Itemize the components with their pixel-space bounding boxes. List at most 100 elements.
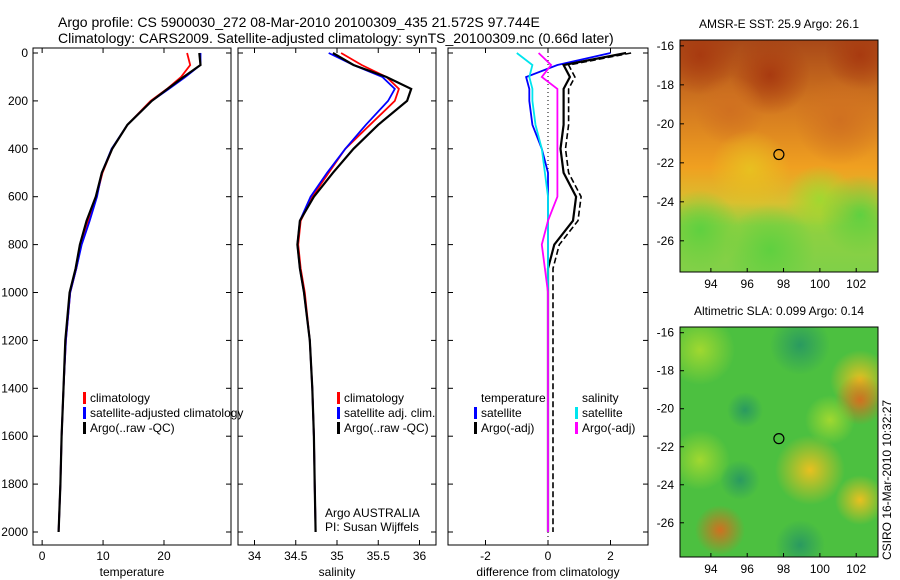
- y-tick-label: -22: [657, 156, 675, 170]
- x-tick-label: 96: [741, 277, 755, 291]
- series-argo-raw-qc-: [57, 52, 202, 533]
- y-tick-label: 1200: [1, 333, 28, 347]
- sla-blob: [680, 327, 735, 385]
- sst-blob: [795, 75, 878, 165]
- legend-entry: Argo(-adj): [582, 421, 635, 435]
- series-argo-raw-dashed: [552, 52, 632, 532]
- x-tick-label: 10: [96, 549, 110, 563]
- x-tick-label: 35.5: [367, 549, 391, 563]
- sla_map-title: Altimetric SLA: 0.099 Argo: 0.14: [694, 304, 864, 318]
- series-argo-raw-qc-: [296, 52, 413, 533]
- y-tick-label: 1600: [1, 429, 28, 443]
- sla-blob: [775, 435, 845, 505]
- y-tick-label: 200: [8, 94, 28, 108]
- legend-entry: Argo(..raw -QC): [344, 421, 429, 435]
- legend-swatch: [83, 392, 86, 404]
- temperature-xlabel: temperature: [100, 565, 165, 579]
- legend-entry: satellite: [481, 406, 522, 420]
- legend-swatch: [575, 407, 578, 419]
- legend-entry: temperature: [481, 391, 546, 405]
- legend-swatch: [575, 422, 578, 434]
- legend-swatch: [337, 392, 340, 404]
- legend-swatch: [474, 422, 477, 434]
- y-tick-label: 0: [21, 46, 28, 60]
- y-tick-label: 600: [8, 190, 28, 204]
- argo-location-marker: [773, 148, 785, 161]
- argo-location-marker: [773, 433, 785, 445]
- sst-blob: [680, 190, 740, 270]
- x-tick-label: 102: [846, 562, 866, 576]
- legend-swatch: [337, 407, 340, 419]
- x-tick-label: 102: [846, 277, 866, 291]
- y-tick-label: -26: [657, 234, 675, 248]
- x-tick-label: 20: [157, 549, 171, 563]
- x-tick-label: 96: [741, 562, 755, 576]
- annotation-line: PI: Susan Wijffels: [325, 520, 419, 534]
- legend-swatch: [474, 407, 477, 419]
- legend-entry: climatology: [344, 391, 404, 405]
- x-tick-label: 0: [545, 549, 552, 563]
- x-tick-label: 98: [777, 277, 791, 291]
- y-tick-label: -24: [657, 478, 675, 492]
- legend-entry: satellite adj. clim.: [344, 406, 435, 420]
- y-tick-label: 1800: [1, 477, 28, 491]
- salinity-axes-box: [237, 47, 437, 546]
- sla-blob: [720, 460, 760, 500]
- sst_map-title: AMSR-E SST: 25.9 Argo: 26.1: [699, 17, 859, 31]
- x-tick-label: 100: [810, 277, 830, 291]
- y-tick-label: -18: [657, 78, 675, 92]
- temperature-axes-box: [32, 47, 232, 546]
- y-tick-label: -18: [657, 364, 675, 378]
- salinity-xlabel: salinity: [319, 565, 356, 579]
- sla-blob: [727, 392, 763, 428]
- sst_map-image: [680, 40, 878, 272]
- y-tick-label: 1400: [1, 381, 28, 395]
- x-tick-label: 35: [330, 549, 344, 563]
- y-tick-label: -26: [657, 516, 675, 530]
- legend-entry: satellite-adjusted climatology: [90, 406, 243, 420]
- legend-entry: Argo(..raw -QC): [90, 421, 175, 435]
- series-salinity-argo-adj-: [537, 52, 559, 532]
- legend-swatch: [337, 422, 340, 434]
- x-tick-label: 2: [607, 549, 614, 563]
- sla-blob: [775, 520, 825, 557]
- difference-xlabel: difference from climatology: [476, 565, 619, 579]
- x-tick-label: 34.5: [284, 549, 308, 563]
- y-tick-label: 800: [8, 238, 28, 252]
- legend-swatch: [83, 407, 86, 419]
- x-tick-label: 94: [704, 562, 718, 576]
- x-tick-label: 98: [777, 562, 791, 576]
- sst-blob: [725, 205, 815, 272]
- series-satellite-adjusted-climatology: [57, 53, 202, 533]
- legend-entry: climatology: [90, 391, 150, 405]
- sla_map-frame: [679, 326, 879, 558]
- series-temperature-argo-adj-: [546, 51, 627, 532]
- sst_map-frame: [679, 39, 879, 273]
- x-tick-label: 0: [39, 549, 46, 563]
- legend-entry: Argo(-adj): [481, 421, 534, 435]
- title-line-1: Argo profile: CS 5900030_272 08-Mar-2010…: [58, 14, 540, 30]
- sla-blob: [805, 395, 855, 445]
- legend-entry: salinity: [582, 391, 619, 405]
- x-tick-label: 94: [704, 277, 718, 291]
- sst-blob: [820, 175, 878, 255]
- y-tick-label: 400: [8, 142, 28, 156]
- sla-blob: [770, 327, 830, 375]
- y-tick-label: -20: [657, 402, 675, 416]
- x-tick-label: -2: [480, 549, 491, 563]
- title-line-2: Climatology: CARS2009. Satellite-adjuste…: [58, 30, 614, 46]
- y-tick-label: -16: [657, 326, 675, 340]
- sla_map-image: [680, 327, 878, 557]
- sst-blob: [710, 130, 790, 210]
- x-tick-label: 36: [413, 549, 427, 563]
- y-tick-label: 2000: [1, 525, 28, 539]
- x-tick-label: 34: [248, 549, 262, 563]
- y-tick-label: -16: [657, 39, 675, 53]
- series-climatology: [57, 52, 192, 533]
- annotation-line: Argo AUSTRALIA: [325, 506, 420, 520]
- x-tick-label: 100: [810, 562, 830, 576]
- sla-blob: [680, 430, 730, 490]
- legend-entry: satellite: [582, 406, 623, 420]
- sla-blob: [695, 505, 745, 555]
